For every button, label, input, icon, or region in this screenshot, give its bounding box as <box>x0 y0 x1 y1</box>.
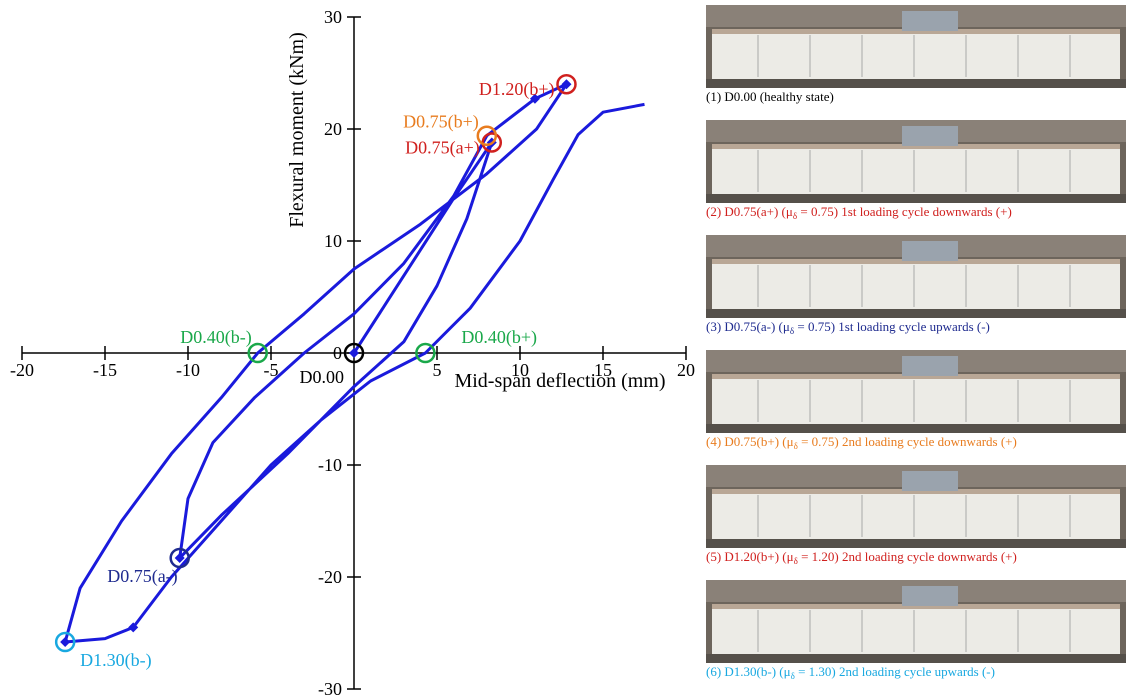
x-tick-label: -15 <box>93 360 117 380</box>
photo-panel: (2) D0.75(a+) (μδ = 0.75) 1st loading cy… <box>706 120 1126 221</box>
x-axis-label: Mid-span deflection (mm) <box>454 370 665 392</box>
caption-rest: = 1.30) 2nd loading cycle upwards (-) <box>795 664 995 679</box>
caption-subscript: δ <box>791 671 795 681</box>
beam-top <box>712 604 1120 609</box>
photo-caption: (4) D0.75(b+) (μδ = 0.75) 2nd loading cy… <box>706 434 1017 451</box>
beam <box>712 608 1120 654</box>
caption-text: (4) D0.75(b+) (μ <box>706 434 794 449</box>
caption-text: (5) D1.20(b+) (μ <box>706 549 794 564</box>
annotation-label: D0.75(a-) <box>107 566 177 587</box>
x-tick-label: 10 <box>511 360 529 380</box>
beam-top <box>712 259 1120 264</box>
x-tick-label: -10 <box>176 360 200 380</box>
annotation-circle <box>343 342 365 364</box>
y-tick-label: 10 <box>324 231 342 251</box>
loading-frame <box>902 126 958 146</box>
caption-rest: = 0.75) 1st loading cycle downwards (+) <box>797 204 1012 219</box>
caption-text: (2) D0.75(a+) (μ <box>706 204 793 219</box>
annotation-circle <box>556 73 577 95</box>
curve <box>63 82 645 644</box>
annotation-label: D0.75(b+) <box>403 112 479 133</box>
caption-text: (6) D1.30(b-) (μ <box>706 664 791 679</box>
y-axis-label: Flexural moment (kNm) <box>286 32 308 228</box>
annotation-label: D0.40(b+) <box>461 327 537 348</box>
annotation-circle <box>415 342 436 364</box>
beam-top <box>712 29 1120 34</box>
y-tick-label: 30 <box>324 7 342 27</box>
photo-caption: (1) D0.00 (healthy state) <box>706 89 834 104</box>
caption-rest: = 0.75) 1st loading cycle upwards (-) <box>794 319 990 334</box>
loading-frame <box>902 11 958 31</box>
floor <box>706 654 1126 663</box>
annotation-label: D1.20(b+) <box>479 79 555 100</box>
floor <box>706 539 1126 548</box>
photo-panel: (6) D1.30(b-) (μδ = 1.30) 2nd loading cy… <box>706 580 1126 681</box>
photo-caption: (3) D0.75(a-) (μδ = 0.75) 1st loading cy… <box>706 319 990 336</box>
y-tick-label: -10 <box>318 455 342 475</box>
loading-frame <box>902 471 958 491</box>
floor <box>706 424 1126 433</box>
y-tick-label: -20 <box>318 567 342 587</box>
marker <box>128 622 139 633</box>
photo-caption: (5) D1.20(b+) (μδ = 1.20) 2nd loading cy… <box>706 549 1017 566</box>
beam-top <box>712 374 1120 379</box>
loading-frame <box>902 356 958 376</box>
beam <box>712 493 1120 539</box>
annotation-circle <box>476 125 498 146</box>
beam-top <box>712 144 1120 149</box>
y-tick-label: 0 <box>333 343 342 363</box>
annotation-label: D1.30(b-) <box>80 650 151 671</box>
photo-panel: (1) D0.00 (healthy state) <box>706 5 1126 104</box>
caption-subscript: δ <box>794 556 798 566</box>
marker <box>529 93 540 104</box>
x-tick-label: 15 <box>594 360 612 380</box>
floor <box>706 79 1126 88</box>
photo-caption: (6) D1.30(b-) (μδ = 1.30) 2nd loading cy… <box>706 664 995 681</box>
beam <box>712 378 1120 424</box>
floor <box>706 309 1126 318</box>
photo-panel: (4) D0.75(b+) (μδ = 0.75) 2nd loading cy… <box>706 350 1126 451</box>
caption-subscript: δ <box>793 211 797 221</box>
x-tick-label: 20 <box>677 360 695 380</box>
annotation-label: D0.75(a+) <box>405 137 480 158</box>
photo-panel: (5) D1.20(b+) (μδ = 1.20) 2nd loading cy… <box>706 465 1126 566</box>
y-tick-label: -30 <box>318 679 342 696</box>
caption-subscript: δ <box>790 326 794 336</box>
beam <box>712 263 1120 309</box>
marker <box>174 552 185 563</box>
annotation-label: D0.40(b-) <box>180 327 251 348</box>
photo-caption: (2) D0.75(a+) (μδ = 0.75) 1st loading cy… <box>706 204 1012 221</box>
marker <box>561 79 572 90</box>
marker <box>349 348 359 358</box>
floor <box>706 194 1126 203</box>
photo-panel: (3) D0.75(a-) (μδ = 0.75) 1st loading cy… <box>706 235 1126 336</box>
beam <box>712 148 1120 194</box>
beam-top <box>712 489 1120 494</box>
caption-subscript: δ <box>794 441 798 451</box>
annotation-circle <box>247 342 268 364</box>
y-tick-label: 20 <box>324 119 342 139</box>
x-tick-label: -20 <box>10 360 34 380</box>
annotation-circle <box>54 631 76 653</box>
caption-text: (1) D0.00 (healthy state) <box>706 89 834 104</box>
loading-frame <box>902 241 958 261</box>
caption-rest: = 0.75) 2nd loading cycle downwards (+) <box>798 434 1017 449</box>
annotation-circle <box>169 547 190 569</box>
marker <box>60 636 71 647</box>
annotation-label: D0.00 <box>300 367 345 387</box>
x-tick-label: -5 <box>264 360 279 380</box>
x-tick-label: 5 <box>433 360 442 380</box>
caption-rest: = 1.20) 2nd loading cycle downwards (+) <box>798 549 1017 564</box>
caption-text: (3) D0.75(a-) (μ <box>706 319 790 334</box>
beam <box>712 33 1120 79</box>
loading-frame <box>902 586 958 606</box>
